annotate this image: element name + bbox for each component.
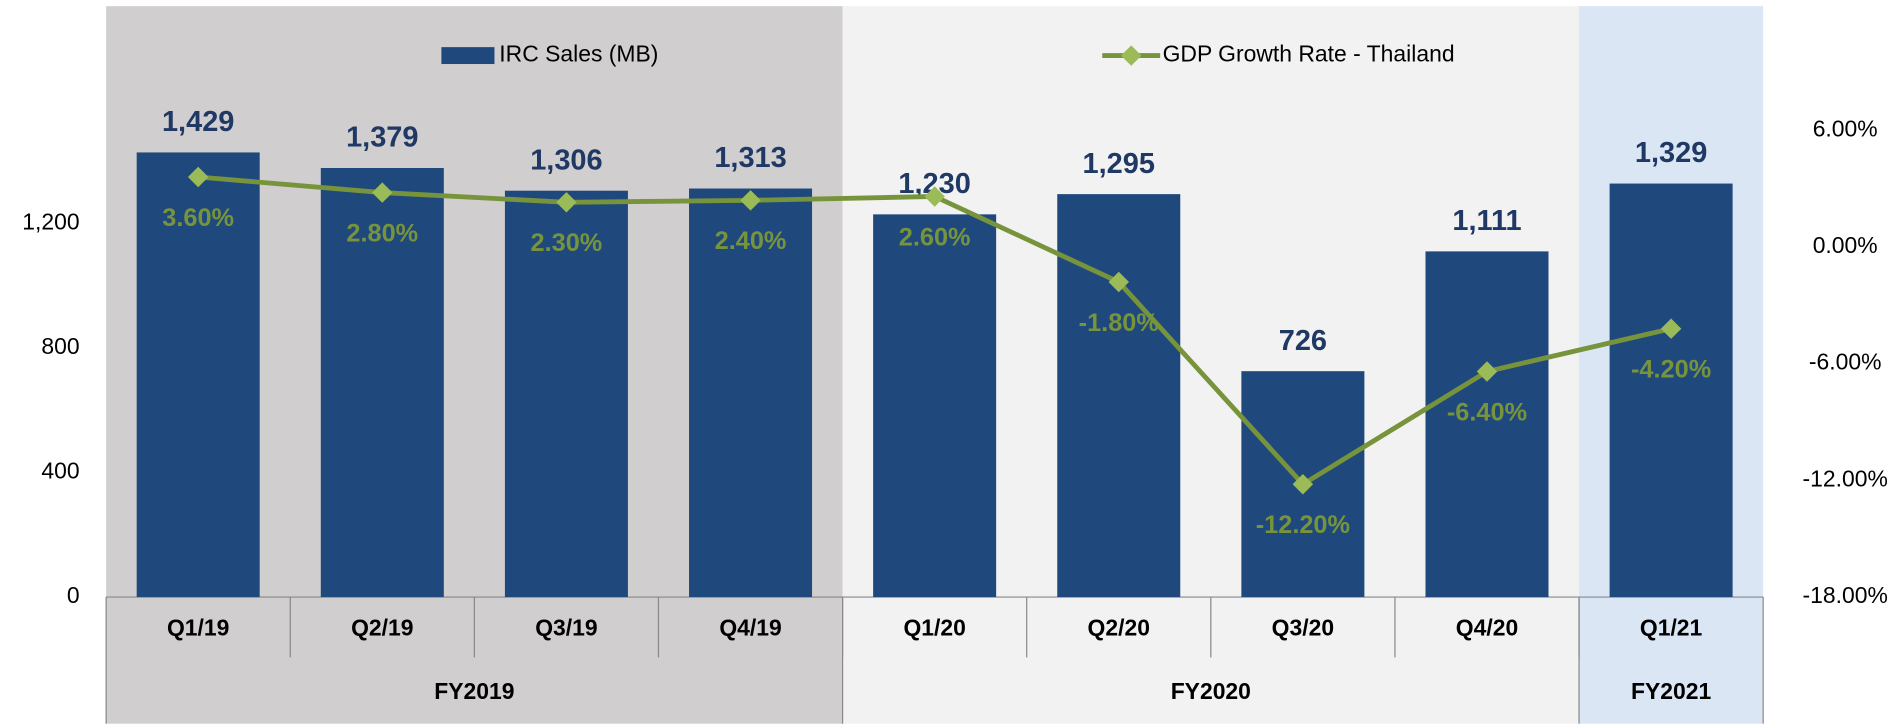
bar-value-label: 1,111 [1452, 205, 1521, 237]
x-tick-label: Q4/20 [1456, 615, 1518, 641]
y2-tick-label: 0.00% [1813, 232, 1878, 258]
line-value-label: 2.80% [346, 219, 418, 247]
bar-value-label: 1,313 [714, 142, 786, 174]
line-marker [372, 182, 393, 203]
x-tick-label: Q2/20 [1088, 615, 1150, 641]
y-tick-label: 1,200 [22, 209, 79, 235]
bar-value-label: 726 [1279, 325, 1327, 357]
line-value-label: 2.30% [531, 229, 603, 257]
x-tick-label: Q4/19 [719, 615, 781, 641]
y2-tick-label: -6.00% [1809, 349, 1882, 375]
group-label: FY2021 [1631, 678, 1711, 704]
y-tick-label: 400 [41, 458, 79, 484]
bar [320, 167, 444, 598]
bar-value-label: 1,379 [346, 122, 418, 154]
x-tick-label: Q1/21 [1640, 615, 1703, 641]
group-label: FY2019 [434, 678, 514, 704]
y-tick-label: 800 [41, 333, 79, 359]
bar [136, 152, 260, 598]
x-tick-label: Q1/19 [167, 615, 229, 641]
group-label: FY2020 [1171, 678, 1251, 704]
line-value-label: -12.20% [1256, 511, 1350, 539]
y-tick-label: 0 [67, 582, 80, 608]
line-value-label: 2.40% [715, 227, 787, 255]
bar [1609, 183, 1733, 598]
bar [873, 214, 997, 598]
legend-label: GDP Growth Rate - Thailand [1163, 41, 1455, 67]
line-value-label: 3.60% [162, 204, 234, 232]
line-marker [187, 166, 209, 188]
x-tick-label: Q2/19 [351, 615, 413, 641]
x-tick-label: Q3/19 [535, 615, 597, 641]
line-value-label: -4.20% [1631, 356, 1711, 384]
line-marker [556, 192, 577, 213]
y2-tick-label: -18.00% [1803, 582, 1888, 608]
legend-swatch [441, 47, 495, 65]
bar [689, 188, 813, 598]
y2-tick-label: 6.00% [1813, 115, 1878, 141]
legend-label: IRC Sales (MB) [499, 41, 658, 67]
line-value-label: -1.80% [1079, 309, 1159, 337]
line-value-label: 2.60% [899, 223, 971, 251]
x-tick-label: Q1/20 [903, 615, 965, 641]
y2-tick-label: -12.00% [1803, 465, 1888, 491]
bar-value-label: 1,329 [1635, 137, 1707, 169]
bar [1057, 194, 1181, 598]
bar [504, 190, 628, 598]
bar-value-label: 1,295 [1083, 148, 1155, 180]
bar-value-label: 1,429 [162, 106, 234, 138]
x-tick-label: Q3/20 [1272, 615, 1334, 641]
bar [1425, 251, 1549, 598]
bar-value-label: 1,306 [530, 144, 602, 176]
line-value-label: -6.40% [1447, 398, 1527, 426]
